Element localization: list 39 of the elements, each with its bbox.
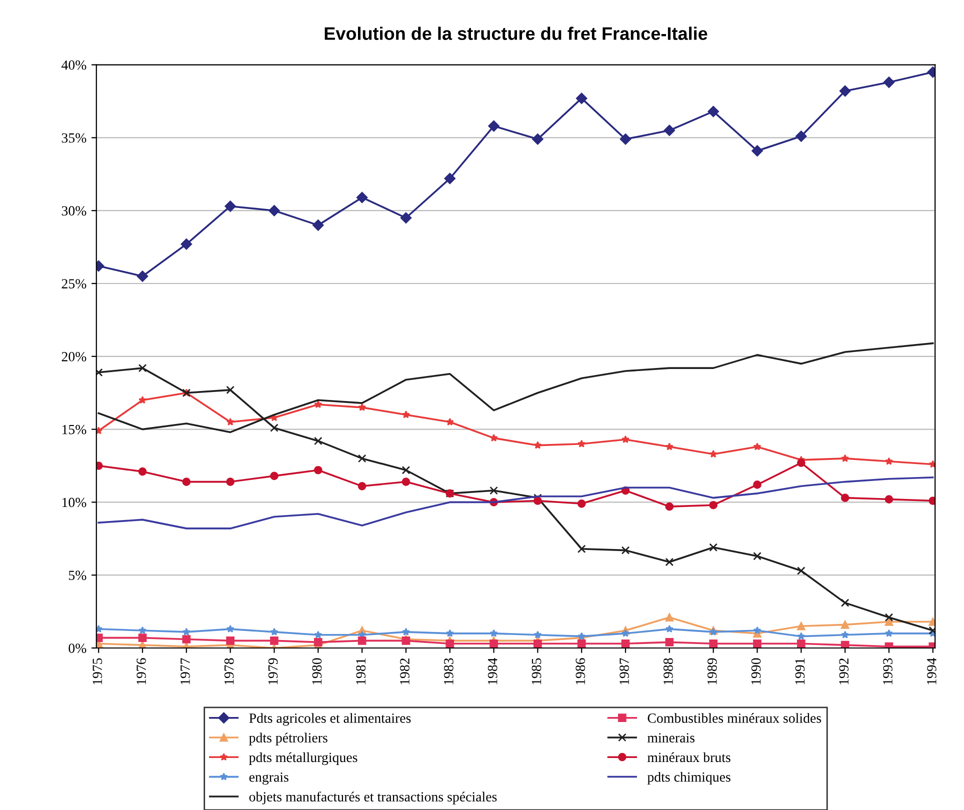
x-tick-label: 1982 xyxy=(400,658,410,684)
legend-label: pdts pétroliers xyxy=(249,732,328,746)
x-tick-label: 1986 xyxy=(576,658,586,684)
x-tick-label: 1980 xyxy=(312,658,322,684)
y-tick-label: 10% xyxy=(62,498,86,508)
legend-label: engrais xyxy=(249,772,288,785)
y-tick-label: 0% xyxy=(68,644,86,653)
x-tick-label: 1977 xyxy=(180,658,190,684)
x-tick-label: 1984 xyxy=(488,658,498,684)
x-tick-label: 1994 xyxy=(927,658,936,684)
x-tick-label: 1990 xyxy=(751,658,761,684)
x-tick-label: 1993 xyxy=(883,658,892,684)
x-tick-label: 1989 xyxy=(707,658,717,684)
x-tick-label: 1987 xyxy=(620,658,629,684)
legend-label: pdts métallurgiques xyxy=(249,752,358,765)
chart-title: Evolution de la structure du fret France-Italie xyxy=(324,26,708,40)
y-tick-label: 5% xyxy=(68,570,86,580)
legend-label: objets manufacturés et transactions spéciales xyxy=(249,792,497,804)
y-tick-label: 40% xyxy=(61,60,86,70)
y-tick-label: 20% xyxy=(62,352,86,362)
legend-label: Combustibles minéraux solides xyxy=(648,713,822,723)
x-tick-label: 1992 xyxy=(839,658,849,684)
y-tick-label: 15% xyxy=(62,424,86,434)
x-tick-label: 1991 xyxy=(795,658,805,684)
x-tick-label: 1979 xyxy=(268,658,278,684)
x-tick-label: 1985 xyxy=(532,658,542,684)
y-tick-label: 30% xyxy=(62,206,86,216)
legend-label: Pdts agricoles et alimentaires xyxy=(249,713,411,726)
legend-label: minéraux bruts xyxy=(647,752,730,762)
y-tick-label: 35% xyxy=(62,133,86,143)
x-tick-label: 1988 xyxy=(664,658,673,684)
y-tick-label: 25% xyxy=(62,279,86,288)
x-tick-label: 1976 xyxy=(136,658,146,684)
legend-label: pdts chimiques xyxy=(647,772,730,785)
x-tick-label: 1978 xyxy=(224,658,234,684)
x-tick-label: 1975 xyxy=(92,658,102,684)
x-tick-label: 1983 xyxy=(444,658,454,684)
x-tick-label: 1981 xyxy=(356,658,366,684)
legend-label: minerais xyxy=(647,733,695,742)
